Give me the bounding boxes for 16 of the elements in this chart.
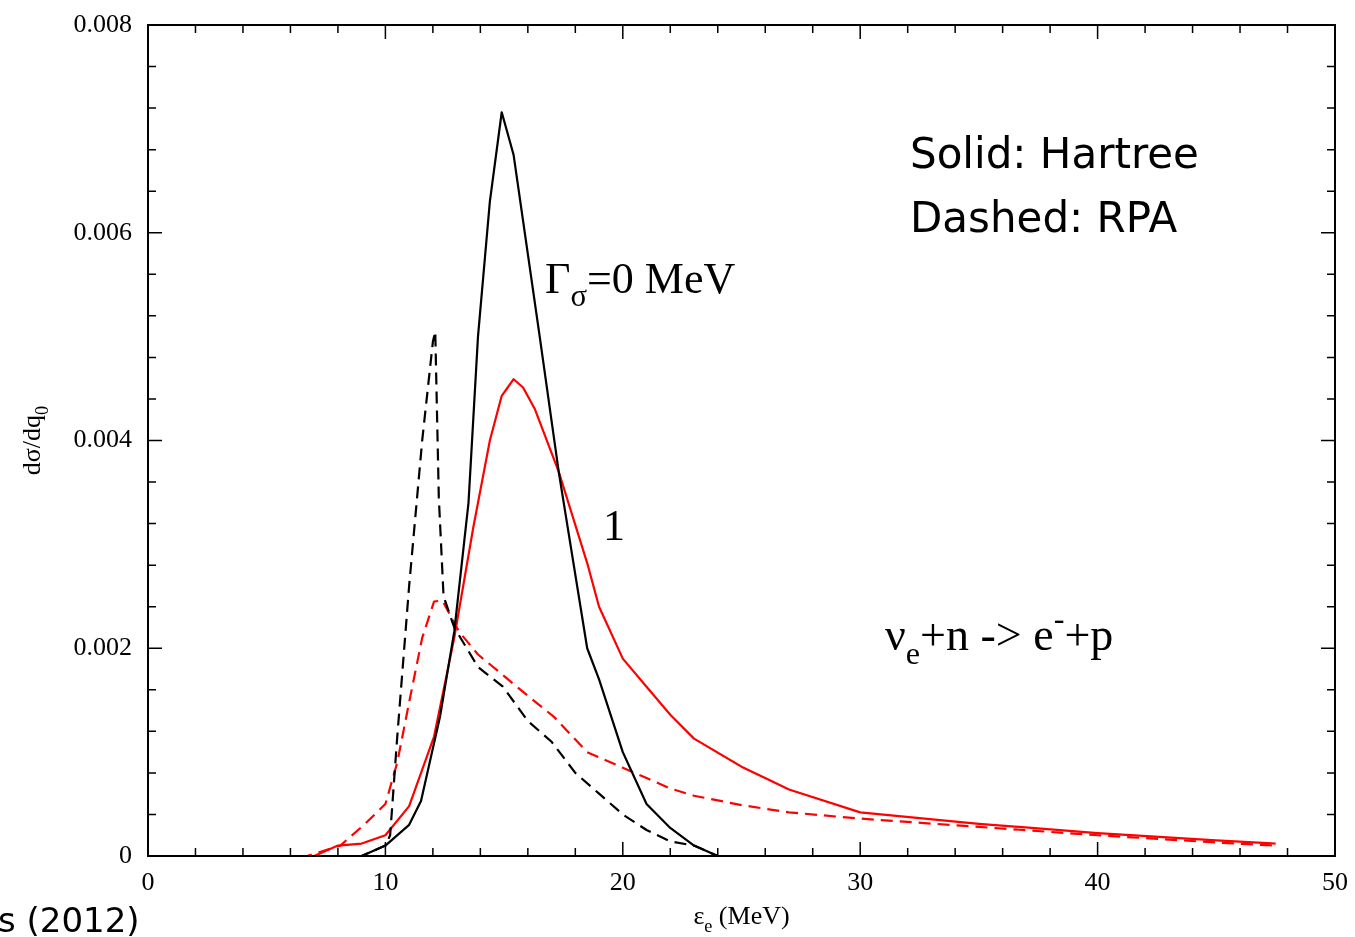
x-tick-label: 30 bbox=[847, 867, 874, 897]
x-tick-label: 40 bbox=[1084, 867, 1111, 897]
x-tick-label: 20 bbox=[609, 867, 636, 897]
annotation: Solid: Hartree bbox=[910, 129, 1199, 178]
y-tick-label: 0.006 bbox=[73, 216, 132, 246]
y-tick-label: 0.004 bbox=[73, 424, 132, 454]
text: s (2012) bbox=[0, 900, 140, 937]
x-tick-label: 10 bbox=[372, 867, 399, 897]
annotation: Dashed: RPA bbox=[910, 193, 1178, 242]
x-tick-label: 0 bbox=[141, 867, 155, 897]
y-axis-title: dσ/dq0 bbox=[17, 405, 52, 476]
y-tick-label: 0 bbox=[119, 839, 132, 869]
x-tick-label: 50 bbox=[1322, 867, 1348, 897]
y-tick-label: 0.002 bbox=[73, 632, 132, 662]
annotation: 1 bbox=[603, 501, 625, 550]
y-tick-label: 0.008 bbox=[73, 8, 132, 38]
